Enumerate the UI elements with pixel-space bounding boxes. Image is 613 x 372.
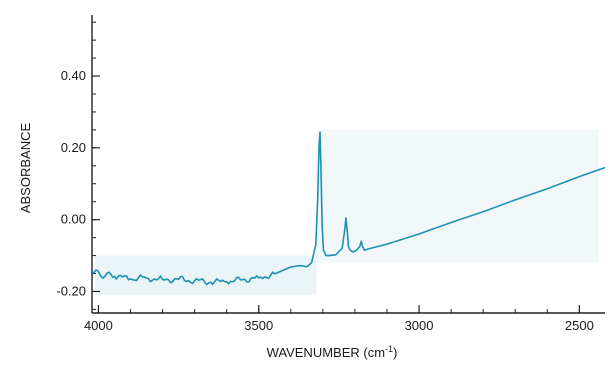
axes [91,15,605,314]
y-tick-label: 0.40 [61,68,86,83]
high-region-shade [316,129,599,263]
x-tick-label: 3500 [244,318,273,333]
x-axis-title-main: WAVENUMBER (cm [267,345,385,360]
y-axis-ticks: 0.40 0.20 0.00 -0.20 [56,21,100,310]
x-axis-title: WAVENUMBER (cm-1) [267,344,398,360]
x-tick-label: 4000 [84,318,113,333]
x-axis-title-superscript: -1 [385,344,393,354]
x-tick-label: 2500 [565,318,594,333]
series-lines [91,131,606,286]
y-axis-title: ABSORBANCE [18,123,33,214]
spectrum-shading [95,129,599,296]
y-tick-label: 0.20 [61,140,86,155]
y-tick-label: 0.00 [61,212,86,227]
low-region-shade [95,255,317,296]
x-axis-title-close: ) [393,345,397,360]
x-tick-label: 3000 [405,318,434,333]
absorbance-series-line [91,131,606,286]
y-tick-label: -0.20 [56,283,86,298]
x-axis-ticks: 4000 3500 3000 2500 [84,305,594,333]
